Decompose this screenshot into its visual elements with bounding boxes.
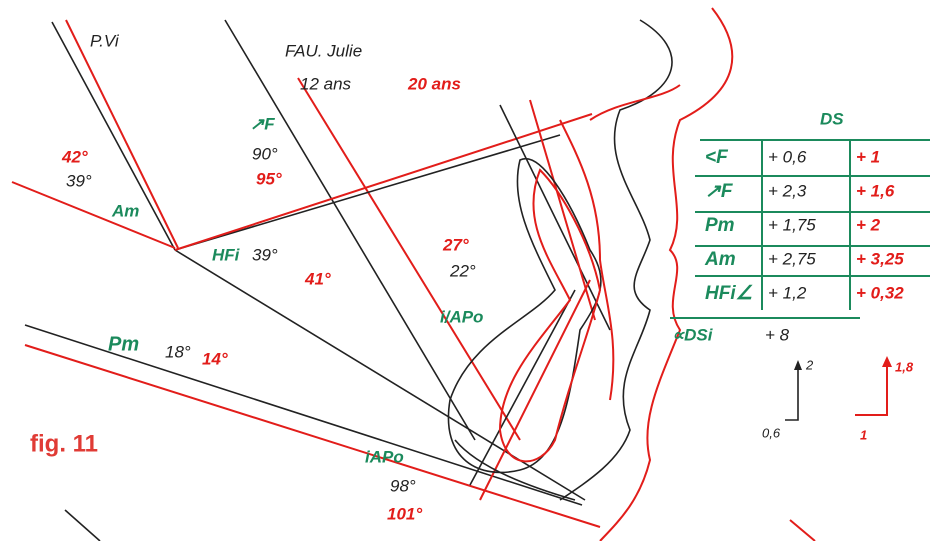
figure-label: fig. 11 [30,430,98,457]
angle-name: HFi [212,245,241,264]
age: 20 ans [407,74,461,93]
angle-name: ↗F [250,114,275,133]
total-label: ∝DSi [672,325,714,344]
table-cell: Pm [705,215,735,236]
profile-curves [447,7,734,541]
table-rows: <F + 0,6 + 1 ↗F + 2,3 + 1,6 Pm + 1,75 + 2 Am + 2,7… [704,147,904,304]
table-cell: + 1,2 [768,283,807,302]
angle-value: 98° [390,476,416,495]
table-cell: + 3,25 [856,249,904,268]
plane-label: P.Vi [90,31,120,50]
table-cell: + 0,32 [856,283,904,302]
table-cell: HFi∠ [705,283,753,304]
angle-value: 39° [252,245,278,264]
table-cell: + 0,6 [768,147,807,166]
vector-label: 1 [860,427,867,442]
table-cell: + 2,75 [768,249,816,268]
table-cell: + 2,3 [768,181,807,200]
angle-value: 27° [442,235,469,254]
table-cell: + 1 [856,147,880,166]
vectors [785,356,892,421]
angle-value: 41° [304,269,331,288]
table-cell: + 1,6 [856,181,895,200]
angle-value: 39° [66,171,92,190]
table-cell: + 1,75 [768,215,816,234]
age: 12 ans [300,74,352,93]
angle-value: 18° [165,342,191,361]
angle-name: i/APo [440,307,483,326]
vector-label: 2 [805,357,814,372]
table-cell: ↗F [705,181,734,202]
angle-name: Pm [108,333,139,355]
vector-label: 1,8 [895,359,914,374]
ds-table [670,139,930,319]
angle-name: Am [111,201,139,220]
table-cell: + 2 [856,215,881,234]
construction-lines [11,19,816,541]
vector-label: 0,6 [762,425,781,440]
angle-value: 90° [252,144,278,163]
angle-value: 22° [449,261,476,280]
angle-value: 101° [387,504,422,523]
table-cell: <F [705,147,729,168]
angle-value: 95° [256,169,282,188]
angle-name: iAPo [365,447,404,466]
angle-value: 42° [61,147,88,166]
table-title: DS [820,109,844,128]
table-cell: Am [704,249,736,270]
patient-name: FAU. Julie [285,41,362,60]
angle-value: 14° [202,349,228,368]
total-value: + 8 [765,325,790,344]
